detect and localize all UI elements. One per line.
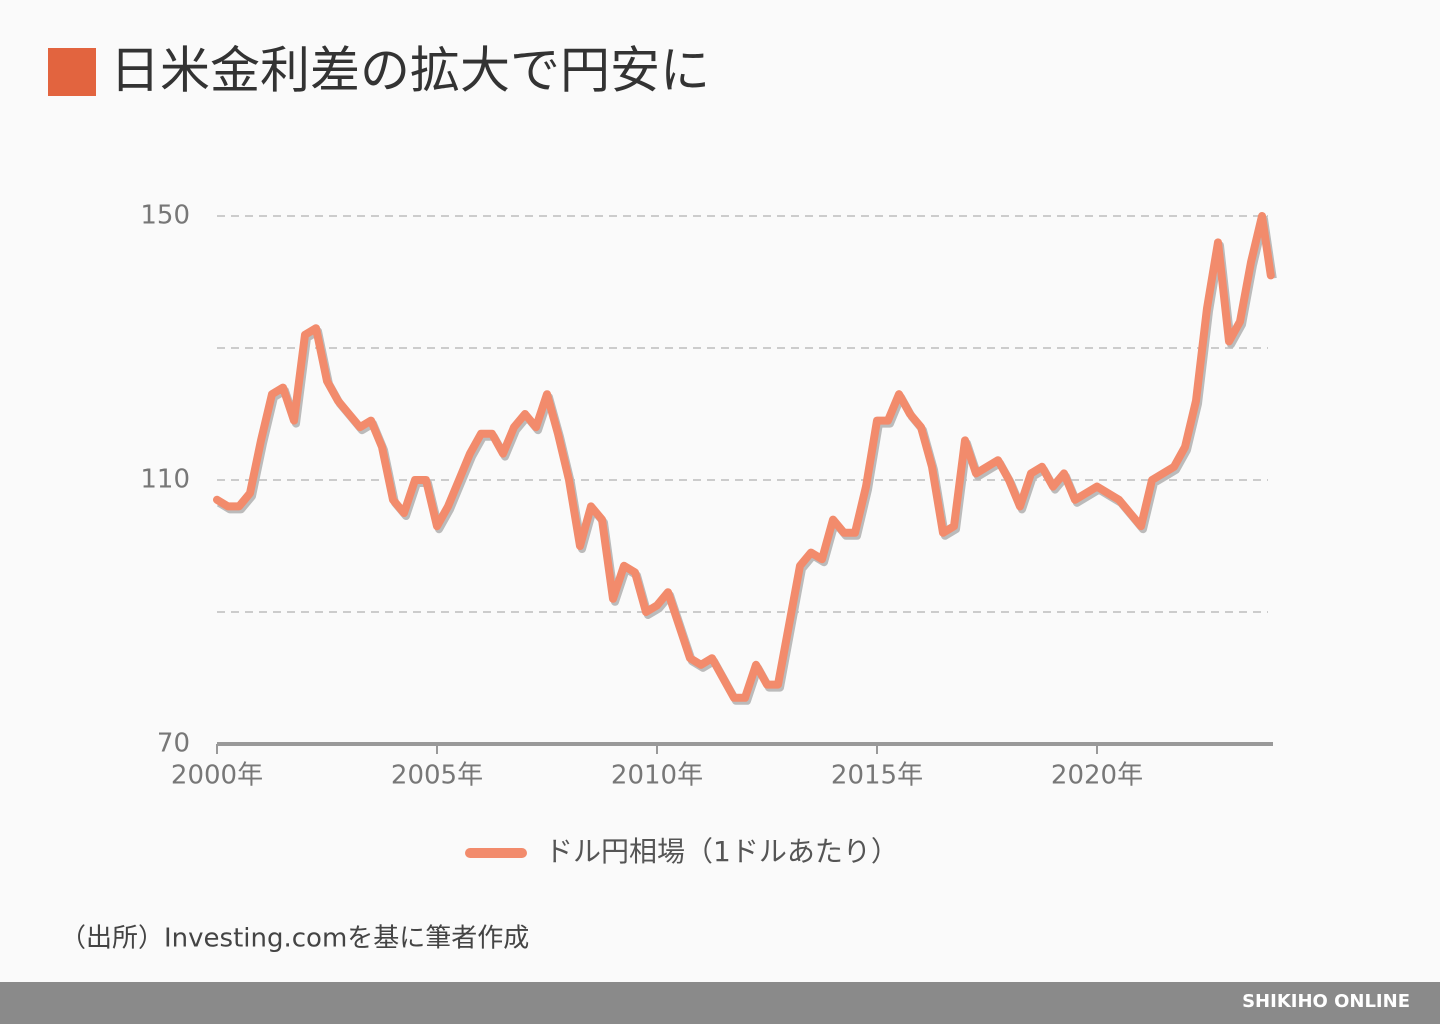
y-tick-label: 110 [140,465,190,495]
x-tick-label: 2020年 [1051,761,1143,791]
title-marker [48,48,96,96]
y-tick-label: 150 [140,201,190,231]
x-tick-label: 2000年 [171,761,263,791]
footer-bar [0,982,1440,1024]
series-line [213,212,1275,702]
brand: SHIKIHO ONLINE [1242,991,1410,1012]
x-tick-label: 2010年 [611,761,703,791]
x-tick-label: 2005年 [391,761,483,791]
source-note: （出所）Investing.comを基に筆者作成 [60,924,529,954]
chart-title: 日米金利差の拡大で円安に [110,42,710,100]
y-tick-label: 70 [157,729,190,759]
legend-label: ドル円相場（1ドルあたり） [545,835,899,868]
x-tick-label: 2015年 [831,761,923,791]
